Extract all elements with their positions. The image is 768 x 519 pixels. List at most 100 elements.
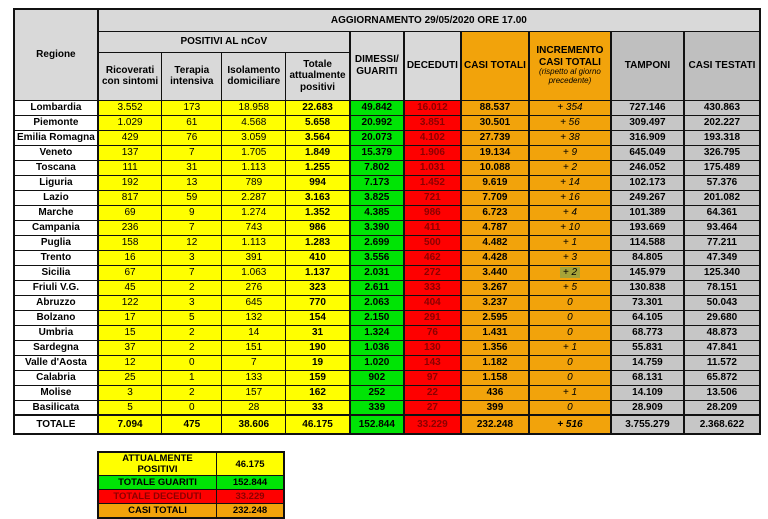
cell-casi-totali: 6.723	[459, 204, 530, 221]
cell-isolamento: 391	[221, 249, 287, 266]
header-terapia: Terapia intensiva	[161, 51, 223, 101]
cell-attualmente-positivi: 5.658	[285, 114, 351, 131]
table-body: Lombardia 3.552 173 18.958 22.683 49.842 16.01…	[13, 99, 761, 435]
cell-region: Marche	[13, 204, 99, 221]
cell-ricoverati: 137	[96, 144, 163, 161]
legend-label: TOTALE GUARITI	[97, 475, 217, 490]
cell-tamponi: 246.052	[609, 159, 685, 176]
cell-attualmente-positivi: 33	[285, 399, 351, 416]
cell-dimessi-guariti: 3.825	[348, 189, 405, 206]
cell-casi-totali: 399	[459, 399, 530, 416]
cell-incremento: + 9	[527, 144, 612, 161]
cell-tamponi: 102.173	[609, 174, 685, 191]
cell-dimessi-guariti: 2.063	[348, 294, 405, 311]
cell-casi-testati: 65.872	[682, 369, 761, 386]
table-row: Veneto 137 7 1.705 1.849 15.379 1.906 19.134 + 9…	[13, 144, 761, 161]
legend-row: TOTALE GUARITI 152.844	[97, 475, 285, 490]
cell-casi-totali: 9.619	[459, 174, 530, 191]
cell-isolamento: 789	[221, 174, 287, 191]
cell-casi-totali: 4.787	[459, 219, 530, 236]
cell-casi-totali: 4.428	[459, 249, 530, 266]
cell-incremento: + 1	[527, 234, 612, 251]
cell-deceduti: 16.012	[402, 99, 462, 116]
cell-ricoverati: 236	[96, 219, 163, 236]
cell-isolamento: 38.606	[221, 414, 287, 435]
cell-isolamento: 743	[221, 219, 287, 236]
cell-incremento: + 2	[527, 264, 612, 281]
cell-casi-testati: 29.680	[682, 309, 761, 326]
cell-terapia: 61	[161, 114, 223, 131]
cell-casi-totali: 30.501	[459, 114, 530, 131]
cell-region: Friuli V.G.	[13, 279, 99, 296]
cell-dimessi-guariti: 2.031	[348, 264, 405, 281]
cell-attualmente-positivi: 1.849	[285, 144, 351, 161]
cell-incremento: + 38	[527, 129, 612, 146]
cell-isolamento: 3.059	[221, 129, 287, 146]
cell-dimessi-guariti: 3.556	[348, 249, 405, 266]
cell-incremento: + 56	[527, 114, 612, 131]
legend-body: ATTUALMENTE POSITIVI 46.175 TOTALE GUARITI…	[97, 451, 285, 519]
cell-isolamento: 1.113	[221, 234, 287, 251]
cell-casi-totali: 88.537	[459, 99, 530, 116]
cell-isolamento: 1.274	[221, 204, 287, 221]
cell-region: Lombardia	[13, 99, 99, 116]
cell-dimessi-guariti: 4.385	[348, 204, 405, 221]
cell-isolamento: 14	[221, 324, 287, 341]
cell-region: Emilia Romagna	[13, 129, 99, 146]
table-row: Valle d'Aosta 12 0 7 19 1.020 143 1.182 0 14.759 1…	[13, 354, 761, 371]
cell-tamponi: 68.773	[609, 324, 685, 341]
cell-terapia: 59	[161, 189, 223, 206]
header-positivi-group: POSITIVI AL nCoV	[96, 30, 351, 53]
cell-dimessi-guariti: 339	[348, 399, 405, 416]
cell-casi-totali: 19.134	[459, 144, 530, 161]
header-casi-testati: CASI TESTATI	[682, 30, 761, 101]
cell-deceduti: 1.906	[402, 144, 462, 161]
cell-tamponi: 316.909	[609, 129, 685, 146]
highlight-marker: + 2	[559, 267, 581, 278]
cell-isolamento: 151	[221, 339, 287, 356]
cell-attualmente-positivi: 1.255	[285, 159, 351, 176]
cell-isolamento: 1.063	[221, 264, 287, 281]
cell-isolamento: 4.568	[221, 114, 287, 131]
cell-ricoverati: 7.094	[96, 414, 163, 435]
cell-attualmente-positivi: 3.163	[285, 189, 351, 206]
cell-region: TOTALE	[13, 414, 99, 435]
cell-tamponi: 14.759	[609, 354, 685, 371]
cell-dimessi-guariti: 7.802	[348, 159, 405, 176]
header-isolamento: Isolamento domiciliare	[221, 51, 287, 101]
cell-attualmente-positivi: 162	[285, 384, 351, 401]
header-incremento-label: INCREMENTO CASI TOTALI	[536, 45, 604, 68]
cell-region: Basilicata	[13, 399, 99, 416]
cell-deceduti: 291	[402, 309, 462, 326]
cell-ricoverati: 5	[96, 399, 163, 416]
cell-deceduti: 33.229	[402, 414, 462, 435]
legend-row: CASI TOTALI 232.248	[97, 503, 285, 519]
table-row: Molise 3 2 157 162 252 22 436 + 1 14.109 13.506	[13, 384, 761, 401]
cell-tamponi: 3.755.279	[609, 414, 685, 435]
covid-update-table: Regione AGGIORNAMENTO 29/05/2020 ORE 17.…	[13, 8, 761, 435]
cell-isolamento: 132	[221, 309, 287, 326]
cell-casi-totali: 232.248	[459, 414, 530, 435]
table-row: Piemonte 1.029 61 4.568 5.658 20.992 3.851 30.5…	[13, 114, 761, 131]
cell-terapia: 7	[161, 264, 223, 281]
cell-casi-totali: 2.595	[459, 309, 530, 326]
cell-terapia: 475	[161, 414, 223, 435]
cell-incremento: 0	[527, 324, 612, 341]
table-row: Emilia Romagna 429 76 3.059 3.564 20.073 4.102…	[13, 129, 761, 146]
cell-incremento: 0	[527, 369, 612, 386]
cell-terapia: 3	[161, 249, 223, 266]
cell-deceduti: 462	[402, 249, 462, 266]
legend-row: TOTALE DECEDUTI 33.229	[97, 489, 285, 504]
cell-tamponi: 145.979	[609, 264, 685, 281]
cell-tamponi: 101.389	[609, 204, 685, 221]
legend-label: TOTALE DECEDUTI	[97, 489, 217, 504]
cell-isolamento: 1.113	[221, 159, 287, 176]
table-row: Calabria 25 1 133 159 902 97 1.158 0 68.131 65.872	[13, 369, 761, 386]
cell-dimessi-guariti: 2.611	[348, 279, 405, 296]
cell-incremento: 0	[527, 354, 612, 371]
cell-casi-totali: 27.739	[459, 129, 530, 146]
summary-legend: ATTUALMENTE POSITIVI 46.175 TOTALE GUARITI…	[97, 451, 285, 519]
cell-casi-testati: 50.043	[682, 294, 761, 311]
cell-isolamento: 276	[221, 279, 287, 296]
cell-attualmente-positivi: 154	[285, 309, 351, 326]
